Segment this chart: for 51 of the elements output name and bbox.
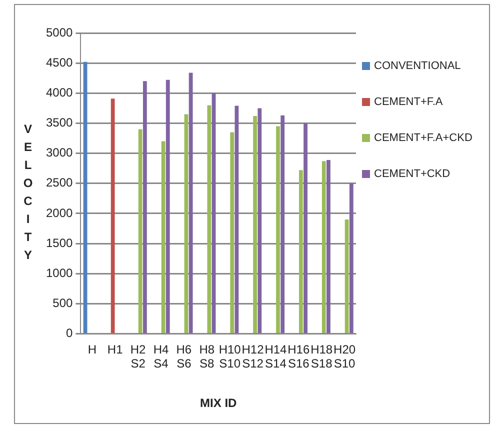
bar	[253, 116, 258, 334]
bar	[110, 98, 115, 334]
bar	[344, 219, 349, 334]
x-tick-label: H	[88, 342, 96, 356]
bar	[326, 160, 330, 334]
bar	[184, 114, 188, 334]
legend-label: CONVENTIONAL	[374, 60, 461, 72]
x-tick-label: H1	[107, 342, 124, 356]
bar	[138, 129, 142, 334]
y-tick-label: 3000	[46, 146, 74, 160]
y-tick-label: 2500	[46, 176, 74, 190]
bar	[276, 126, 280, 334]
bar	[258, 108, 262, 334]
bar	[298, 170, 303, 334]
bar	[161, 141, 166, 334]
x-tick-label: H4 S4	[153, 342, 169, 371]
bar	[207, 105, 212, 334]
y-tick-label: 4500	[46, 55, 74, 70]
x-tick-label: H10 S10	[218, 342, 242, 371]
x-axis-title: MIX ID	[200, 396, 238, 410]
legend-label: CEMENT+CKD	[374, 168, 450, 180]
y-tick-label: 5000	[46, 25, 74, 40]
y-tick-label: 500	[52, 296, 74, 310]
x-tick-label: H6 S6	[176, 342, 192, 371]
bar	[349, 183, 354, 334]
x-tick-label: H14 S14	[264, 342, 288, 371]
x-tick-label: H16 S16	[288, 342, 310, 371]
x-tick-label: H2 S2	[130, 342, 146, 371]
bar	[304, 123, 308, 334]
y-tick-label: 1000	[46, 266, 74, 280]
bar	[230, 132, 234, 334]
bar	[166, 80, 170, 334]
y-tick-label: 1500	[46, 236, 74, 250]
bar	[280, 115, 285, 334]
bar	[83, 62, 88, 334]
x-tick-label: H20 S10	[334, 342, 356, 371]
x-tick-label: H8 S8	[199, 342, 215, 371]
bar	[212, 93, 216, 334]
bar	[322, 161, 326, 334]
bar	[188, 72, 193, 334]
y-tick-label: 3500	[46, 116, 74, 130]
y-tick-label: 0	[66, 326, 74, 340]
legend-label: CEMENT+F.A	[374, 96, 443, 108]
bar	[142, 81, 147, 334]
bar	[234, 106, 239, 334]
y-axis-title: VELOCITY	[22, 121, 34, 264]
y-tick-label: 4000	[46, 85, 74, 100]
y-tick-label: 2000	[46, 206, 74, 220]
x-tick-label: H12 S12	[242, 342, 264, 371]
x-tick-label: H18 S18	[310, 342, 333, 371]
legend-label: CEMENT+F.A+CKD	[374, 132, 472, 144]
